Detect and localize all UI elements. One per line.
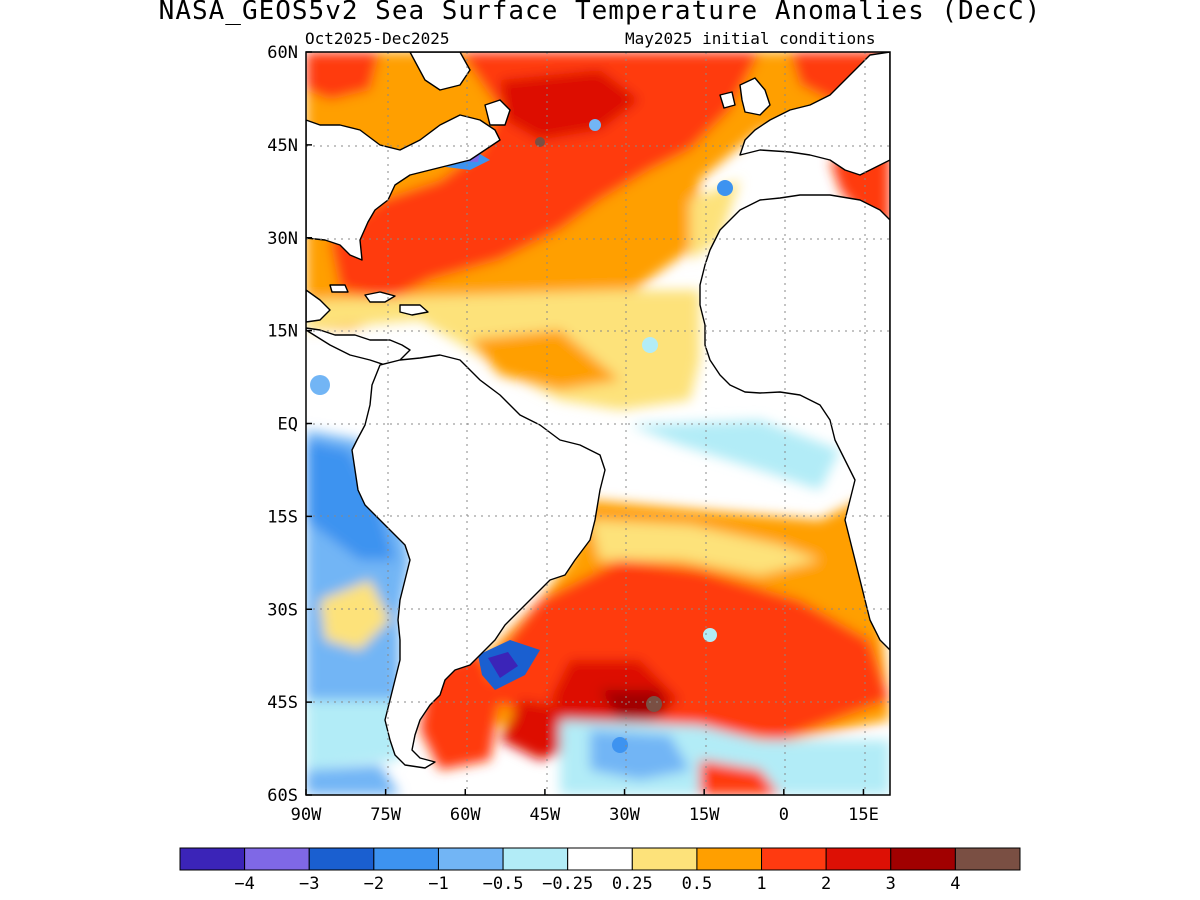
init-subtitle: May2025 initial conditions <box>625 29 876 48</box>
colorbar-label: −4 <box>234 874 254 894</box>
colorbar-label: −1 <box>428 874 448 894</box>
colorbar-swatch <box>696 847 763 871</box>
lon-tick-label: 15E <box>848 805 879 825</box>
colorbar-label: 1 <box>756 874 766 894</box>
colorbar-swatch <box>244 847 310 871</box>
colorbar-swatch <box>954 847 1021 871</box>
lat-tick-label: 60S <box>267 786 298 806</box>
lon-tick-label: 0 <box>779 805 789 825</box>
longitude-axis: 90W 75W 60W 45W 30W 15W 0 15E <box>291 789 879 825</box>
lat-tick-label: 45N <box>267 136 298 156</box>
colorbar-swatch <box>567 847 633 871</box>
anomaly-field <box>306 52 890 795</box>
colorbar-swatch <box>179 847 246 871</box>
colorbar-swatch <box>825 847 892 871</box>
colorbar-swatch <box>890 847 956 871</box>
lat-tick-label: 15S <box>267 507 298 527</box>
colorbar-label: 4 <box>950 874 960 894</box>
colorbar-label: −2 <box>364 874 384 894</box>
map-title: NASA_GEOS5v2 Sea Surface Temperature Ano… <box>158 0 1042 26</box>
land-masses <box>306 52 890 769</box>
colorbar-swatch <box>373 847 439 871</box>
colorbar-label: 2 <box>821 874 831 894</box>
lon-tick-label: 30W <box>609 805 640 825</box>
lon-tick-label: 90W <box>291 805 322 825</box>
lon-tick-label: 15W <box>689 805 720 825</box>
colorbar-swatch <box>502 847 569 871</box>
colorbar-swatch <box>437 847 504 871</box>
colorbar-label: 0.25 <box>612 874 653 894</box>
lon-tick-label: 45W <box>530 805 561 825</box>
colorbar-label: −0.5 <box>483 874 524 894</box>
lon-tick-label: 75W <box>370 805 401 825</box>
graticule <box>306 52 890 795</box>
colorbar-swatch <box>308 847 375 871</box>
lat-tick-label: 30N <box>267 229 298 249</box>
lat-tick-label: EQ <box>278 415 298 435</box>
colorbar-label: −0.25 <box>542 874 593 894</box>
period-subtitle: Oct2025-Dec2025 <box>305 29 450 48</box>
lon-tick-label: 60W <box>450 805 481 825</box>
lat-tick-label: 30S <box>267 600 298 620</box>
lat-tick-label: 45S <box>267 693 298 713</box>
latitude-axis: 60N 45N 30N 15N EQ 15S 30S 45S 60S <box>267 43 312 806</box>
colorbar-swatch <box>631 847 698 871</box>
colorbar-swatch <box>761 847 827 871</box>
colorbar-label: 0.5 <box>682 874 713 894</box>
lat-tick-label: 60N <box>267 43 298 63</box>
colorbar-label: 3 <box>886 874 896 894</box>
colorbar: −4 −3 −2 −1 −0.5 −0.25 0.25 0.5 1 2 3 4 <box>179 847 1021 894</box>
colorbar-label: −3 <box>299 874 319 894</box>
lat-tick-label: 15N <box>267 322 298 342</box>
